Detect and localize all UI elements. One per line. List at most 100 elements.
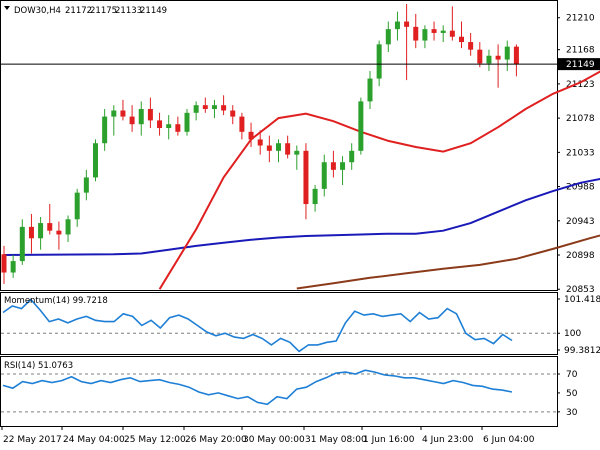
candle-body [211, 105, 217, 109]
bear-candle [285, 135, 291, 159]
chart-header-symbol: DOW30,H4 [14, 6, 61, 16]
bear-candle [147, 97, 153, 129]
moving-averages [3, 70, 600, 290]
bull-candle [10, 255, 16, 278]
price-panel-frame [0, 0, 558, 291]
candle-body [340, 162, 346, 170]
bull-candle [38, 216, 44, 250]
candle-body [28, 226, 34, 239]
bear-candle [175, 116, 181, 136]
bull-candle [65, 215, 71, 243]
bull-candle [138, 101, 144, 136]
candle-body [376, 44, 382, 79]
bull-candle [367, 70, 373, 109]
time-axis-label: 31 May 08:00 [305, 435, 367, 445]
bear-candle [330, 150, 336, 178]
bear-candle [230, 105, 236, 125]
candle-body [138, 108, 144, 125]
candle-body [47, 223, 53, 231]
bull-candle [385, 21, 391, 52]
momentum-title: Momentum(14) 99.7218 [4, 296, 108, 306]
price-axis: 21210 21168 21123 21078 21033 20988 20943 20898… [557, 14, 595, 295]
rsi-axis: 70 50 30 [1, 370, 578, 418]
bear-candle [459, 21, 464, 49]
dropdown-triangle-icon[interactable] [4, 6, 10, 10]
candle-body [404, 21, 410, 27]
bull-candle [102, 108, 108, 151]
candle-body [257, 139, 263, 146]
candle-body [202, 105, 208, 109]
candle-body [449, 30, 455, 37]
price-axis-label: 21210 [566, 14, 595, 24]
candle-body [221, 105, 227, 111]
momentum-series-line [2, 298, 513, 353]
bull-candle [486, 49, 492, 71]
candle-body [495, 55, 501, 60]
candle-body [394, 21, 400, 30]
candle-body [486, 55, 492, 64]
candle-body [413, 26, 419, 41]
candle-body [330, 162, 336, 170]
chart-header-open: 21172 [65, 6, 92, 16]
price-axis-label: 21078 [566, 114, 595, 124]
candle-body [504, 46, 510, 60]
candle-body [248, 131, 254, 140]
price-axis-label: 20988 [566, 183, 595, 193]
rsi-axis-label: 70 [566, 370, 578, 380]
momentum-axis-label: 101.4186 [564, 295, 600, 305]
bear-candle [56, 221, 62, 250]
price-axis-label: 21123 [566, 80, 595, 90]
bull-candle [422, 25, 428, 49]
bull-candle [166, 115, 172, 140]
candle-body [312, 188, 318, 205]
rsi-panel[interactable]: 70 50 30 RSI(14) 51.0763 [0, 356, 578, 427]
candle-body [120, 110, 126, 117]
candle-body [175, 124, 181, 132]
bull-candle [440, 25, 446, 43]
candle-body [459, 36, 464, 43]
candle-body [266, 145, 272, 151]
candle-body [285, 143, 291, 155]
bull-candle [340, 156, 346, 186]
candle-body [1, 254, 7, 273]
candle-body [431, 29, 437, 33]
bull-candle [276, 139, 281, 163]
bear-candle [468, 32, 474, 56]
time-axis-label: 25 May 12:00 [124, 435, 186, 445]
candle-body [230, 110, 236, 117]
current-price-label: 21149 [566, 60, 595, 70]
candle-body [349, 150, 355, 163]
rsi-title: RSI(14) 51.0763 [4, 361, 73, 371]
candle-body [239, 116, 245, 132]
chart-header-low: 21133 [115, 6, 142, 16]
bear-candle [47, 204, 53, 235]
chart-header-close: 21149 [140, 6, 167, 16]
time-axis: 22 May 2017 24 May 04:00 25 May 12:00 26 Ma… [1, 426, 535, 445]
candle-body [513, 46, 519, 65]
candle-body [477, 49, 483, 64]
bull-candle [83, 169, 89, 201]
candle-body [385, 29, 391, 45]
candle-body [19, 226, 25, 262]
time-axis-label: 30 May 00:00 [243, 435, 305, 445]
bear-candle [129, 105, 135, 132]
bear-candle [1, 245, 7, 284]
candle-body [38, 223, 44, 239]
sma-slow-line [296, 234, 600, 290]
bear-candle [495, 44, 501, 88]
bear-candle [303, 143, 309, 220]
bull-candle [394, 11, 400, 41]
bear-candle [404, 4, 410, 81]
candle-body [468, 42, 474, 50]
candle-body [83, 177, 89, 193]
chart-header: DOW30,H4 21172 21175 21133 21149 [4, 6, 167, 16]
price-panel[interactable]: 21210 21168 21123 21078 21033 20988 20943 20898… [0, 0, 600, 296]
rsi-line [2, 369, 513, 406]
bear-candle [431, 21, 437, 41]
bear-candle [413, 13, 419, 49]
candle-body [367, 78, 373, 102]
bull-candle [184, 108, 190, 136]
momentum-panel[interactable]: 101.4186 100 99.3812 Momentum(14) 99.7218 [0, 292, 600, 357]
time-axis-label: 6 Jun 04:00 [483, 435, 535, 445]
